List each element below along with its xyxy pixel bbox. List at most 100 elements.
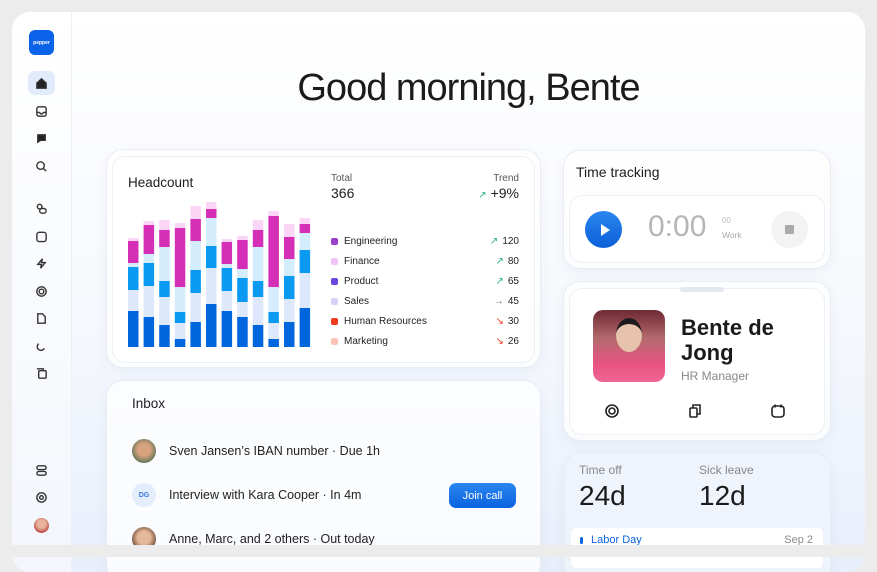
trend-up-icon: ↗ xyxy=(478,190,487,201)
holiday-name: Labor Day xyxy=(591,534,642,546)
bar-segment xyxy=(237,240,248,269)
legend-value: ↘ 26 xyxy=(495,335,519,347)
chat-icon[interactable] xyxy=(28,126,55,150)
time-off-value: 24d xyxy=(579,480,626,511)
profile-photo xyxy=(593,310,665,382)
bar-segment xyxy=(268,211,279,216)
legend-item: Sales → 45 xyxy=(331,294,519,308)
sidebar: pepper xyxy=(12,12,72,572)
legend-swatch xyxy=(331,277,338,285)
legend-swatch xyxy=(331,237,338,245)
bar-segment xyxy=(190,219,201,241)
app-window: pepper Good morning, Bente Headcount Tot… xyxy=(12,12,865,572)
bar-segment xyxy=(252,281,264,297)
stopwatch-icon[interactable] xyxy=(604,403,620,424)
bar-segment xyxy=(206,218,217,246)
bar-segment xyxy=(268,312,279,323)
bar-segment xyxy=(206,202,217,209)
magnet-icon[interactable] xyxy=(28,334,55,358)
bar-segment xyxy=(299,273,311,308)
legend-value: ↗ 65 xyxy=(495,275,519,287)
bar-segment xyxy=(284,224,295,237)
profile-name: Bente de Jong xyxy=(681,315,774,365)
legend-item: Finance ↗ 80 xyxy=(331,254,519,268)
bar-segment xyxy=(128,238,139,241)
inbox-item-text: Sven Jansen’s IBAN number · Due 1h xyxy=(169,444,380,458)
legend-value: ↗ 80 xyxy=(495,255,519,267)
search-icon[interactable] xyxy=(28,154,55,178)
bar-segment xyxy=(284,299,295,322)
inbox-item-text: Anne, Marc, and 2 others · Out today xyxy=(169,532,375,546)
bar-segment xyxy=(284,322,295,347)
logo[interactable]: pepper xyxy=(29,30,54,55)
bolt-icon[interactable] xyxy=(28,251,55,275)
legend-value: ↘ 30 xyxy=(495,315,519,327)
trend-down-icon: ↘ xyxy=(495,315,504,327)
calendar-icon[interactable] xyxy=(28,224,55,248)
bar-segment xyxy=(143,286,155,317)
target-icon[interactable] xyxy=(28,279,55,303)
sick-leave-value: 12d xyxy=(699,480,746,511)
drag-handle[interactable] xyxy=(680,287,724,292)
bar-segment xyxy=(284,276,295,299)
legend-label: Product xyxy=(344,275,379,287)
headcount-chart xyxy=(128,202,311,347)
bar-segment xyxy=(159,230,170,247)
trend-up-icon: ↗ xyxy=(495,255,504,267)
bar-segment xyxy=(190,206,201,219)
join-call-button[interactable]: Join call xyxy=(449,483,516,508)
total-value: 366 xyxy=(331,185,355,201)
files-icon[interactable] xyxy=(28,361,55,385)
people-icon[interactable] xyxy=(28,196,55,220)
home-icon[interactable] xyxy=(28,71,55,95)
inbox-title: Inbox xyxy=(132,396,166,411)
inbox-item[interactable]: DG Interview with Kara Cooper · In 4m xyxy=(132,483,361,507)
headcount-title: Headcount xyxy=(128,175,194,190)
legend-swatch xyxy=(331,337,338,345)
bar-segment xyxy=(221,239,233,242)
profile-role: HR Manager xyxy=(681,369,750,383)
avatar-initials: DG xyxy=(132,483,156,507)
play-button[interactable] xyxy=(585,211,622,248)
bar-segment xyxy=(143,263,155,286)
bar-segment xyxy=(159,247,170,281)
bar-segment xyxy=(174,323,186,339)
sick-leave-label: Sick leave xyxy=(699,463,754,477)
inbox-item[interactable]: Sven Jansen’s IBAN number · Due 1h xyxy=(132,439,380,463)
bar-segment xyxy=(128,311,139,347)
document-icon[interactable] xyxy=(28,306,55,330)
help-icon[interactable] xyxy=(28,485,55,509)
legend-item: Human Resources ↘ 30 xyxy=(331,314,519,328)
settings-toggle-icon[interactable] xyxy=(28,458,55,482)
inbox-icon[interactable] xyxy=(28,99,55,123)
stop-button[interactable] xyxy=(771,211,808,248)
bar-segment xyxy=(284,259,295,276)
bar-segment xyxy=(206,268,217,304)
legend-label: Marketing xyxy=(344,335,388,347)
bar-segment xyxy=(221,291,233,311)
legend-swatch xyxy=(331,297,338,305)
calendar-icon[interactable] xyxy=(770,403,786,424)
time-tracking-card: Time tracking 0:00 00 Work xyxy=(564,151,830,268)
documents-icon[interactable] xyxy=(687,403,703,424)
holiday-marker xyxy=(580,537,583,544)
legend-label: Engineering xyxy=(344,235,398,247)
bar-segment xyxy=(299,308,311,347)
legend-swatch xyxy=(331,257,338,265)
bar-segment xyxy=(190,241,201,270)
bar-segment xyxy=(237,269,248,278)
bar-segment xyxy=(237,317,248,347)
stop-icon xyxy=(785,225,794,234)
bar-segment xyxy=(174,312,186,323)
bar-segment xyxy=(237,236,248,240)
user-avatar[interactable] xyxy=(28,513,55,537)
bar-segment xyxy=(221,311,233,347)
time-tracking-title: Time tracking xyxy=(576,164,660,180)
bar-segment xyxy=(299,250,311,273)
legend-swatch xyxy=(331,317,338,325)
bar-segment xyxy=(268,287,279,312)
bar-segment xyxy=(143,317,155,347)
bar-segment xyxy=(128,263,139,267)
avatar xyxy=(132,439,156,463)
time-off-label: Time off xyxy=(579,463,622,477)
